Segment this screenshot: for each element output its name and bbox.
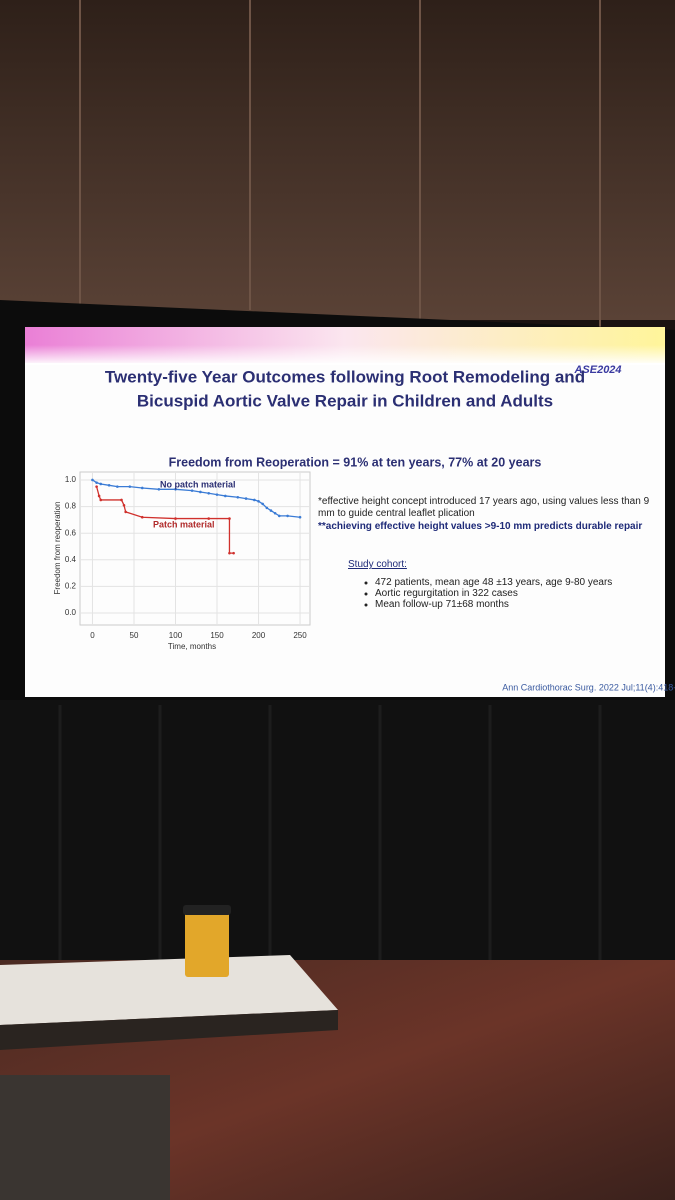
censor-mark [122,503,126,507]
curtain [0,700,675,965]
censor-mark [174,487,177,491]
censor-mark [261,502,264,506]
slide-subtitle: Freedom from Reoperation = 91% at ten ye… [169,455,542,469]
wall [0,0,675,320]
cohort-item: Mean follow-up 71±68 months [375,599,509,610]
x-tick-label: 200 [252,631,266,640]
censor-mark [128,485,132,488]
censor-mark [298,515,302,519]
legend-label: No patch material [160,479,236,489]
censor-mark [244,497,248,500]
censor-mark [140,486,144,490]
x-tick-label: 150 [210,631,224,640]
censor-mark [228,517,231,520]
censor-mark [91,478,94,482]
censor-mark [107,484,111,487]
censor-mark [95,485,98,488]
censor-mark [257,499,260,503]
slide-title: Twenty-five Year Outcomes following Root… [105,367,585,386]
bullet [364,592,368,596]
censor-mark [273,511,277,515]
censor-mark [253,498,256,502]
citation: Ann Cardiothorac Surg. 2022 Jul;11(4):41… [502,682,675,692]
cohort-heading: Study cohort: [348,559,407,570]
censor-mark [190,489,194,492]
x-tick-label: 250 [293,631,307,640]
censor-mark [224,494,227,498]
y-tick-label: 0.2 [65,582,77,591]
y-tick-label: 0.8 [65,502,77,511]
x-tick-label: 0 [90,631,95,640]
censor-mark [174,517,177,520]
y-axis-label: Freedom from reoperation [53,502,62,595]
censor-mark [97,494,101,498]
y-tick-label: 0.4 [65,555,77,564]
censor-mark [99,498,103,502]
censor-mark [99,482,103,486]
y-tick-label: 0.0 [65,608,77,617]
cohort-item: 472 patients, mean age 48 ±13 years, age… [375,577,613,588]
bullet [364,581,368,585]
censor-mark [140,515,144,519]
x-tick-label: 50 [130,631,139,640]
censor-mark [277,514,281,518]
x-axis-label: Time, months [168,642,216,651]
censor-mark [286,514,289,518]
censor-mark [207,491,211,495]
censor-mark [116,485,119,488]
bullet [364,603,368,607]
slide-header-fade [25,345,665,365]
cohort-item: Aortic regurgitation in 322 cases [375,588,518,599]
censor-mark [199,490,202,494]
wall-panels [79,0,601,330]
note: *effective height concept introduced 17 … [318,496,650,519]
y-tick-label: 0.6 [65,528,77,537]
censor-mark [95,481,98,484]
coffee-cup [185,912,229,977]
logo: ASE2024 [573,364,621,376]
curtain-folds [58,705,602,960]
censor-mark [215,493,219,496]
legend-label: Patch material [153,519,215,529]
plot-frame [79,471,311,626]
censor-mark [124,510,127,514]
censor-mark [265,506,269,510]
censor-mark [207,517,211,520]
censor-mark [236,495,240,499]
table-edge [0,1010,338,1050]
censor-mark [120,498,123,502]
chair [0,1075,170,1200]
x-tick-label: 100 [169,631,183,640]
cup-lid [183,905,231,915]
y-tick-label: 1.0 [65,475,77,484]
censor-mark [269,509,273,512]
censor-mark [232,551,235,555]
slide-title: Bicuspid Aortic Valve Repair in Children… [137,391,553,410]
slide [25,327,665,697]
table-top [0,955,338,1025]
note: **achieving effective height values >9-1… [318,521,643,532]
censor-mark [157,487,161,491]
censor-mark [228,551,231,555]
